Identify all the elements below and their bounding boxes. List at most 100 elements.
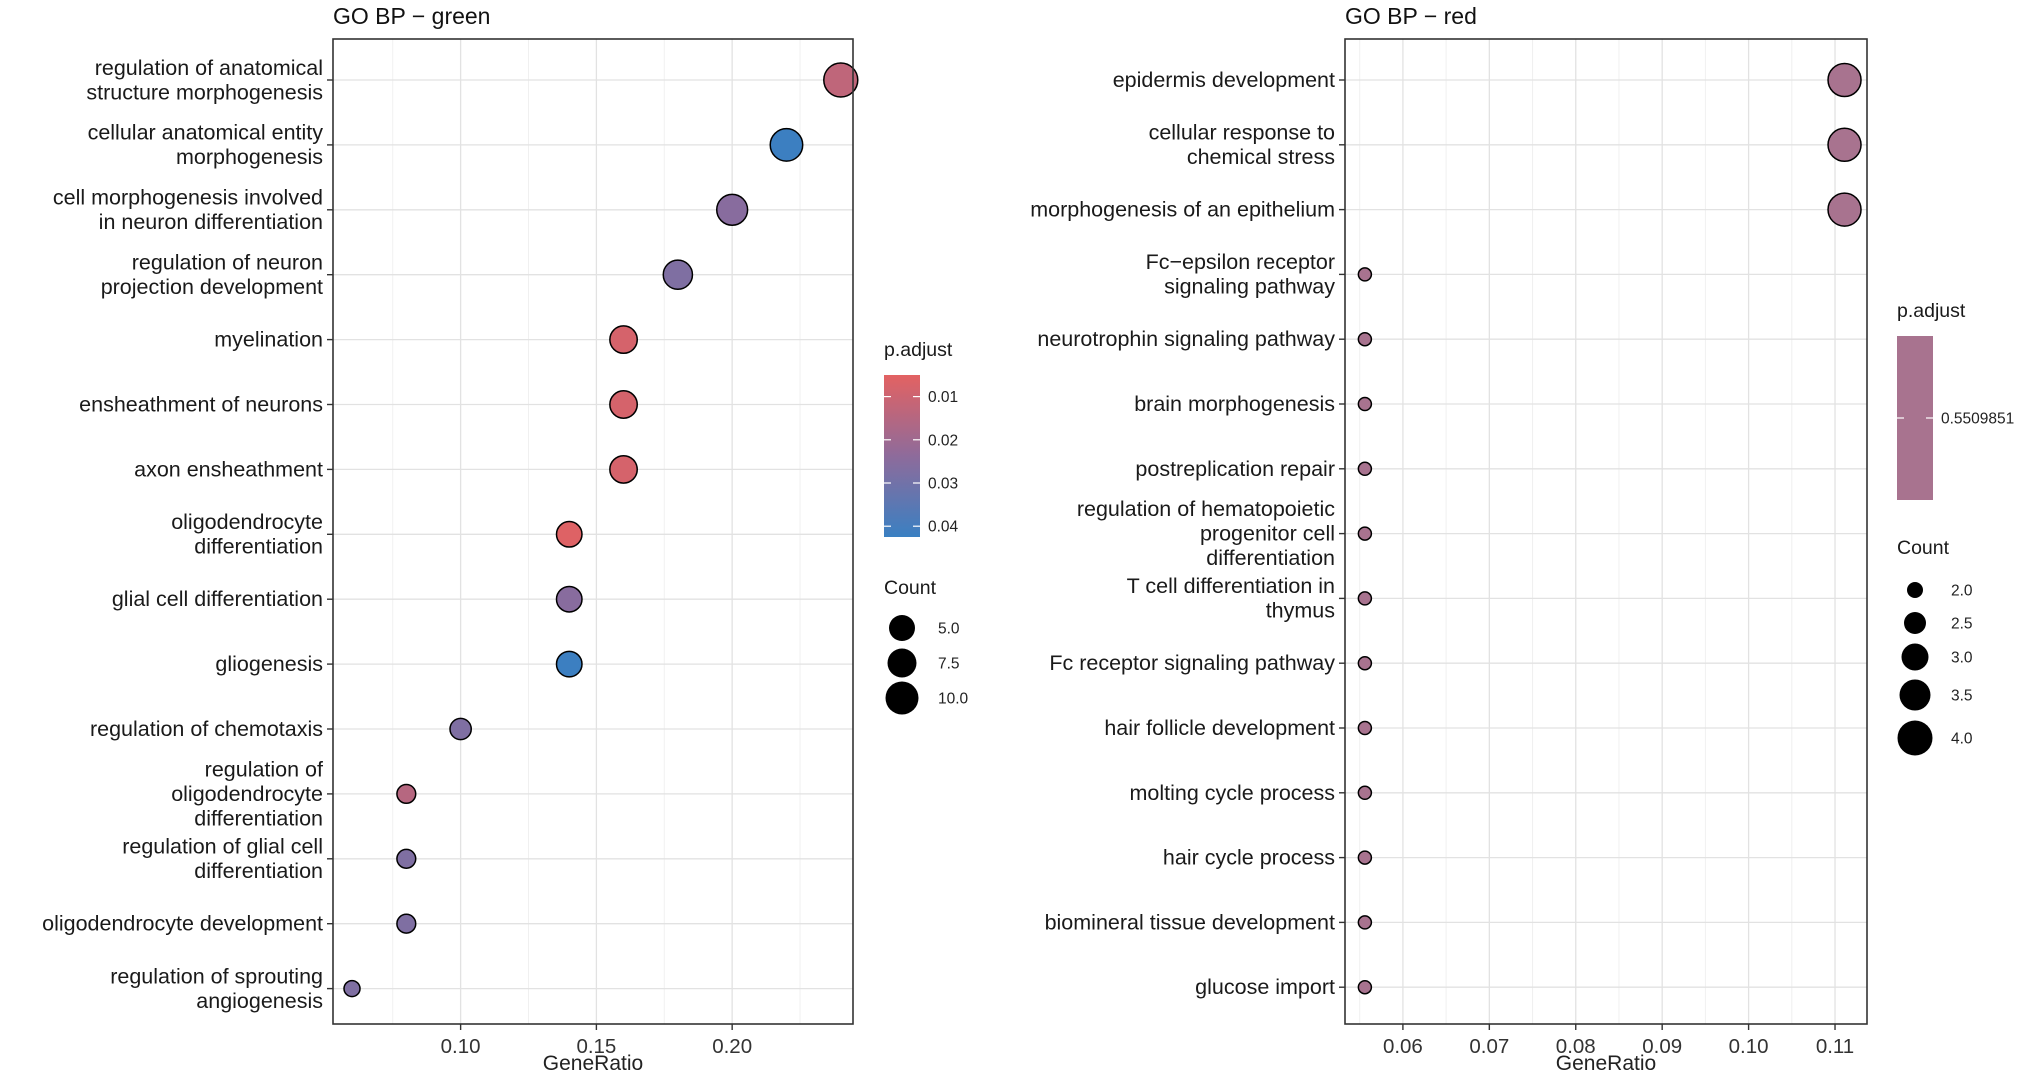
data-point bbox=[1357, 655, 1373, 671]
data-point bbox=[449, 717, 472, 741]
x-tick-label: 0.06 bbox=[1383, 1035, 1423, 1058]
category-label: molting cycle process bbox=[1129, 781, 1335, 805]
category-label: Fc receptor signaling pathway bbox=[1049, 651, 1335, 675]
data-point bbox=[769, 127, 804, 162]
category-label: glucose import bbox=[1195, 975, 1335, 999]
category-label: myelination bbox=[214, 328, 323, 352]
count-legend-label: 10.0 bbox=[938, 691, 969, 708]
count-legend-dot bbox=[889, 615, 915, 641]
count-legend-label: 3.5 bbox=[1951, 688, 1973, 705]
padj-legend-label: 0.03 bbox=[928, 476, 958, 493]
data-point bbox=[1357, 331, 1373, 347]
count-legend-label: 7.5 bbox=[938, 656, 960, 673]
data-point bbox=[1357, 915, 1373, 930]
category-label: in neuron differentiation bbox=[99, 210, 323, 234]
data-point bbox=[1357, 267, 1373, 282]
category-label: Fc−epsilon receptor bbox=[1146, 250, 1335, 274]
category-label: hair cycle process bbox=[1163, 846, 1335, 870]
count-legend-label: 2.0 bbox=[1951, 583, 1973, 600]
red-panel: GO BP − red epidermis development cellular… bbox=[1030, 3, 2014, 1075]
category-label: ensheathment of neurons bbox=[79, 393, 323, 417]
data-point bbox=[715, 193, 749, 226]
category-label: glial cell differentiation bbox=[112, 587, 323, 611]
data-point bbox=[1357, 591, 1373, 606]
category-label: morphogenesis of an epithelium bbox=[1030, 198, 1335, 222]
x-axis-label: GeneRatio bbox=[1556, 1052, 1656, 1075]
data-point bbox=[1827, 127, 1862, 163]
x-tick-label: 0.09 bbox=[1642, 1035, 1682, 1058]
green-panel: GO BP − green regulation of anatomicalstr… bbox=[42, 3, 968, 1075]
count-legend-dot bbox=[885, 681, 919, 715]
x-tick-label: 0.10 bbox=[441, 1035, 481, 1058]
data-point bbox=[396, 848, 417, 869]
category-label: cellular anatomical entity bbox=[88, 121, 324, 145]
category-label: differentiation bbox=[1206, 546, 1335, 570]
x-axis-label: GeneRatio bbox=[543, 1052, 643, 1075]
data-point bbox=[555, 650, 583, 678]
category-label: regulation of chemotaxis bbox=[90, 717, 323, 741]
category-label: gliogenesis bbox=[215, 652, 323, 676]
count-legend-title: Count bbox=[884, 577, 937, 599]
x-tick-label: 0.07 bbox=[1469, 1035, 1509, 1058]
category-label: differentiation bbox=[194, 535, 323, 559]
category-label: projection development bbox=[101, 275, 323, 299]
data-point bbox=[396, 783, 417, 805]
category-label: differentiation bbox=[194, 859, 323, 883]
category-label: epidermis development bbox=[1113, 68, 1335, 92]
count-legend-dot bbox=[1907, 582, 1923, 598]
category-label: axon ensheathment bbox=[134, 457, 323, 481]
category-label: thymus bbox=[1266, 599, 1335, 623]
category-label: cell morphogenesis involved bbox=[53, 186, 323, 210]
panel-title: GO BP − red bbox=[1345, 3, 1477, 29]
x-tick-label: 0.11 bbox=[1816, 1035, 1854, 1058]
category-label: oligodendrocyte bbox=[171, 510, 323, 534]
x-tick-label: 0.10 bbox=[1729, 1035, 1769, 1058]
category-label: morphogenesis bbox=[176, 145, 323, 169]
data-point bbox=[343, 979, 361, 998]
data-point bbox=[1357, 979, 1373, 995]
category-label: regulation of hematopoietic bbox=[1077, 497, 1335, 521]
data-point bbox=[1357, 720, 1373, 736]
data-point bbox=[555, 520, 583, 548]
category-label: brain morphogenesis bbox=[1134, 392, 1335, 416]
padj-legend-label: 0.04 bbox=[928, 519, 959, 536]
category-label: angiogenesis bbox=[196, 989, 323, 1013]
padj-legend-label: 0.02 bbox=[928, 432, 958, 449]
count-legend-label: 4.0 bbox=[1951, 731, 1973, 748]
data-point bbox=[609, 325, 638, 355]
category-label: oligodendrocyte development bbox=[42, 912, 323, 936]
category-label: regulation of neuron bbox=[132, 250, 323, 274]
count-legend-label: 2.5 bbox=[1951, 616, 1973, 633]
x-tick-label: 0.08 bbox=[1556, 1035, 1596, 1058]
category-label: regulation of glial cell bbox=[122, 835, 323, 859]
count-legend-dot bbox=[1897, 720, 1933, 756]
padj-legend-label: 0.01 bbox=[928, 389, 958, 406]
panel-title: GO BP − green bbox=[333, 3, 490, 29]
panel-border bbox=[332, 38, 854, 1025]
category-label: cellular response to bbox=[1149, 121, 1335, 145]
category-label: signaling pathway bbox=[1164, 275, 1335, 299]
category-label: differentiation bbox=[194, 806, 323, 830]
data-point bbox=[609, 390, 638, 419]
count-legend-dot bbox=[1904, 612, 1926, 634]
count-legend-label: 3.0 bbox=[1951, 650, 1973, 667]
category-label: biomineral tissue development bbox=[1045, 910, 1335, 934]
plot-background bbox=[1345, 39, 1867, 1024]
data-point bbox=[1357, 526, 1373, 541]
data-point bbox=[662, 259, 694, 291]
data-point bbox=[1357, 850, 1373, 865]
category-label: chemical stress bbox=[1187, 145, 1335, 169]
category-label: progenitor cell bbox=[1200, 522, 1335, 546]
data-point bbox=[1827, 192, 1862, 227]
padj-colorbar bbox=[884, 375, 920, 537]
plot-background bbox=[333, 39, 853, 1024]
category-label: oligodendrocyte bbox=[171, 782, 323, 806]
count-legend-dot bbox=[1899, 679, 1931, 711]
category-label: neurotrophin signaling pathway bbox=[1037, 327, 1335, 351]
category-label: hair follicle development bbox=[1104, 716, 1335, 740]
count-legend-dot bbox=[1901, 643, 1929, 671]
count-legend-label: 5.0 bbox=[938, 621, 960, 638]
padj-legend-title: p.adjust bbox=[884, 339, 953, 361]
data-point bbox=[609, 454, 638, 484]
